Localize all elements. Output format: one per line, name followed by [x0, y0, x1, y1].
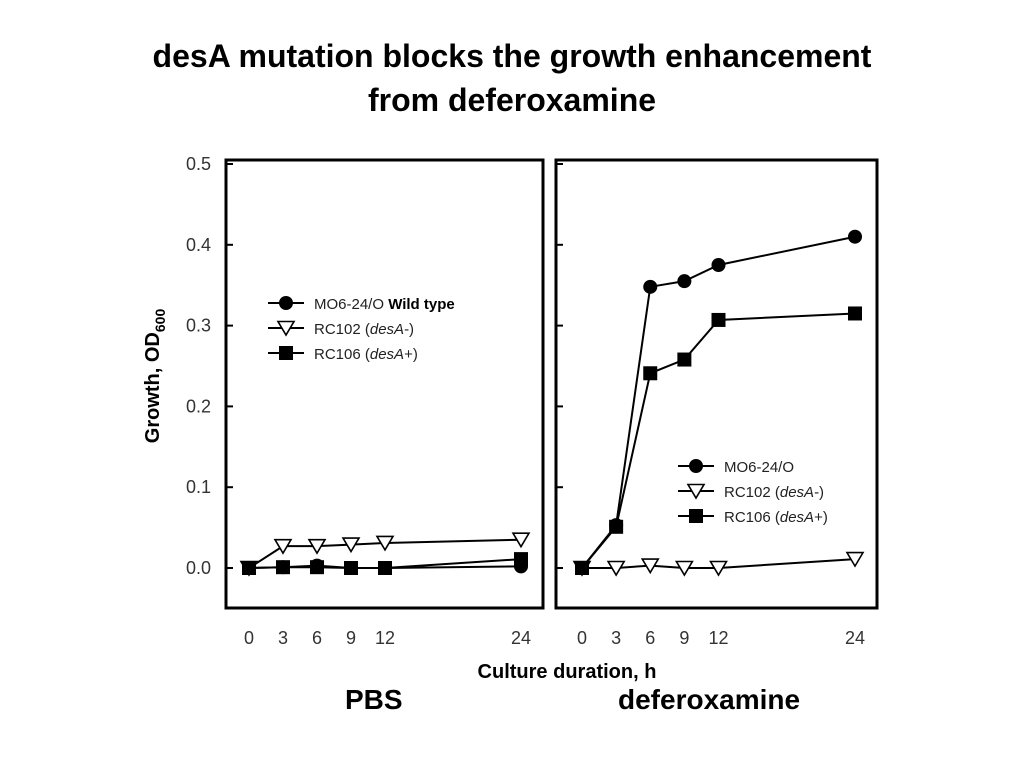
data-point [643, 366, 658, 381]
x-tick-label: 9 [346, 628, 356, 648]
legend-marker [689, 459, 703, 473]
y-tick-label: 0.1 [186, 477, 211, 497]
legend-label: RC106 (desA+) [724, 509, 828, 526]
plot-frame [554, 158, 879, 610]
y-axis-label: Growth, OD600 [142, 309, 168, 444]
data-point [276, 560, 290, 575]
data-point [344, 561, 358, 575]
legend-marker [279, 346, 293, 360]
x-tick-label: 24 [511, 628, 531, 648]
legend-marker [686, 483, 706, 500]
slide-title-line-1: desA mutation blocks the growth enhancem… [152, 38, 872, 74]
legend: MO6-24/O RC102 (desA-) RC106 (desA+) [678, 459, 828, 526]
y-tick-label: 0.4 [186, 235, 211, 255]
legend-label: MO6-24/O [724, 459, 794, 476]
panel-pbs: 0 3 6 9 12 24 MO6-24/O Wild type RC102 (desA-) R… [224, 158, 545, 648]
slide-title: desA mutation blocks the growth enhancem… [0, 34, 1024, 122]
x-tick-label: 6 [645, 628, 655, 648]
data-point [848, 306, 862, 321]
data-point [643, 279, 658, 294]
data-point [514, 552, 528, 567]
x-tick-label: 0 [244, 628, 254, 648]
data-point [640, 558, 660, 575]
data-point [511, 532, 531, 549]
x-tick-label: 24 [845, 628, 865, 648]
legend-marker [689, 509, 703, 523]
legend-label: MO6-24/O Wild type [314, 296, 455, 313]
data-point [307, 538, 327, 555]
panel-deferoxamine: 0 3 6 9 12 24 MO6-24/O RC102 (desA-) RC106 (desA… [554, 158, 879, 648]
y-tick-label: 0.0 [186, 558, 211, 578]
plot-frame [224, 158, 545, 610]
data-point [848, 229, 862, 244]
data-point [575, 561, 589, 575]
x-tick-label: 0 [577, 628, 587, 648]
data-point [677, 352, 692, 367]
x-tick-label: 9 [679, 628, 689, 648]
series-line [582, 558, 856, 569]
data-point [310, 560, 324, 575]
series-line [248, 538, 522, 569]
y-tick-label: 0.3 [186, 316, 211, 336]
data-point [378, 561, 392, 575]
legend-marker [276, 320, 296, 337]
x-axis-label: Culture duration, h [478, 661, 657, 683]
legend: MO6-24/O Wild type RC102 (desA-) RC106 (de… [268, 296, 455, 363]
x-tick-label: 12 [375, 628, 395, 648]
x-tick-label: 3 [278, 628, 288, 648]
legend-label: RC102 (desA-) [314, 321, 414, 338]
data-point [341, 537, 361, 554]
data-point [273, 538, 293, 555]
deferoxamine-condition-label: deferoxamine [618, 684, 801, 715]
pbs-condition-label: PBS [345, 684, 403, 715]
data-point [711, 312, 726, 327]
x-tick-label: 3 [611, 628, 621, 648]
legend-marker [279, 296, 293, 310]
legend-label: RC106 (desA+) [314, 346, 418, 363]
data-point [606, 560, 626, 577]
legend-label: RC102 (desA-) [724, 484, 824, 501]
data-point [674, 560, 694, 577]
slide-title-line-2: from deferoxamine [367, 82, 657, 118]
data-point [845, 551, 865, 568]
data-point [677, 274, 692, 289]
data-point [375, 535, 395, 552]
data-point [609, 519, 624, 534]
data-point [709, 560, 728, 577]
data-point [711, 258, 726, 272]
y-tick-label: 0.2 [186, 396, 211, 416]
data-point [242, 561, 256, 575]
x-tick-label: 6 [312, 628, 322, 648]
x-tick-label: 12 [708, 628, 728, 648]
y-tick-label: 0.5 [186, 154, 211, 174]
